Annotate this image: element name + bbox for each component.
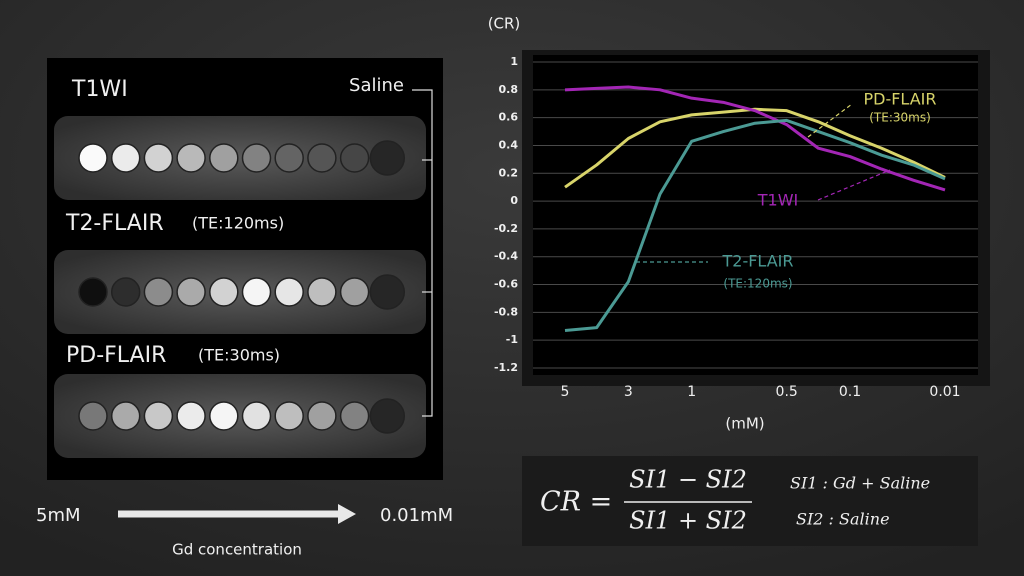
from-label: 5mM <box>36 505 81 526</box>
saline-bracket <box>412 89 433 417</box>
arrow-head <box>338 504 356 524</box>
tube <box>78 401 108 431</box>
y-tick-label: 1 <box>510 55 518 68</box>
row-label: T2-FLAIR <box>65 211 164 236</box>
y-tick-label: 0.6 <box>499 111 519 124</box>
y-tick-label: -1.2 <box>494 361 518 374</box>
tube <box>241 277 272 307</box>
tube <box>307 143 337 173</box>
tube <box>78 277 108 307</box>
tube <box>369 140 406 176</box>
formula-box <box>522 456 978 546</box>
axis-label: Gd concentration <box>172 541 302 559</box>
tube <box>110 277 141 307</box>
formula-numerator: SI1 − SI2 <box>629 466 747 494</box>
tube <box>176 143 206 173</box>
x-tick-label: 5 <box>561 384 570 400</box>
row-label: T1WI <box>71 77 128 102</box>
formula-legend: SI1 : Gd + Saline <box>790 474 930 493</box>
tube <box>209 277 239 307</box>
tube <box>339 277 370 307</box>
tube <box>307 277 337 307</box>
series-te: (TE:120ms) <box>723 277 792 291</box>
y-tick-label: -1 <box>506 333 518 346</box>
x-tick-label: 0.01 <box>929 384 960 400</box>
row-te: (TE:30ms) <box>198 346 280 365</box>
leader-line <box>807 103 853 138</box>
saline-label: Saline <box>349 75 404 96</box>
y-tick-label: 0.2 <box>499 166 519 179</box>
chart: 1 0.8 0.6 0.4 0.2 0 -0.2 -0.4 -0.6 -0.8 -1 -1.2 5 3 1 0… <box>494 55 978 400</box>
x-tick-label: 3 <box>624 384 633 400</box>
series-line <box>564 118 946 332</box>
tube <box>110 143 141 173</box>
leader-line <box>817 169 891 201</box>
tray <box>54 250 426 334</box>
tube <box>274 143 304 173</box>
formula-legend: SI2 : Saline <box>796 510 890 529</box>
row-label: PD-FLAIR <box>66 343 166 368</box>
tube <box>274 277 304 307</box>
tube <box>143 277 174 307</box>
y-axis-title: (CR) <box>488 15 521 33</box>
tube <box>176 277 206 307</box>
tube <box>369 274 406 310</box>
y-tick-label: -0.4 <box>494 250 518 263</box>
to-label: 0.01mM <box>380 505 453 526</box>
tube <box>209 143 239 173</box>
y-tick-label: 0 <box>510 194 518 207</box>
y-tick-label: -0.6 <box>494 278 518 291</box>
x-tick-label: 0.5 <box>776 384 798 400</box>
tray <box>54 374 426 458</box>
tube <box>339 143 370 173</box>
formula-lhs: CR = <box>540 487 612 518</box>
tray <box>54 116 426 200</box>
series-label: T2-FLAIR <box>722 252 794 271</box>
x-tick-label: 1 <box>687 384 696 400</box>
formula-denominator: SI1 + SI2 <box>629 507 747 535</box>
x-tick-label: 0.1 <box>839 384 861 400</box>
tube <box>369 398 406 434</box>
tube <box>339 401 370 431</box>
series-line <box>564 85 946 192</box>
tube <box>209 401 239 431</box>
tube <box>307 401 337 431</box>
y-tick-label: -0.2 <box>494 222 518 235</box>
tube <box>176 401 206 431</box>
y-tick-label: -0.8 <box>494 305 518 318</box>
x-axis-title: (mM) <box>725 415 764 433</box>
trays <box>54 116 426 458</box>
tube <box>143 401 174 431</box>
series-label: T1WI <box>757 191 799 210</box>
y-tick-label: 0.4 <box>499 138 519 151</box>
tube <box>143 143 174 173</box>
row-te: (TE:120ms) <box>192 214 284 233</box>
series-label: PD-FLAIR <box>863 90 936 109</box>
series-te: (TE:30ms) <box>869 111 931 125</box>
tube <box>78 143 108 173</box>
tube <box>274 401 304 431</box>
tube <box>241 143 272 173</box>
tube <box>110 401 141 431</box>
y-tick-label: 0.8 <box>499 83 519 96</box>
tube <box>241 401 272 431</box>
